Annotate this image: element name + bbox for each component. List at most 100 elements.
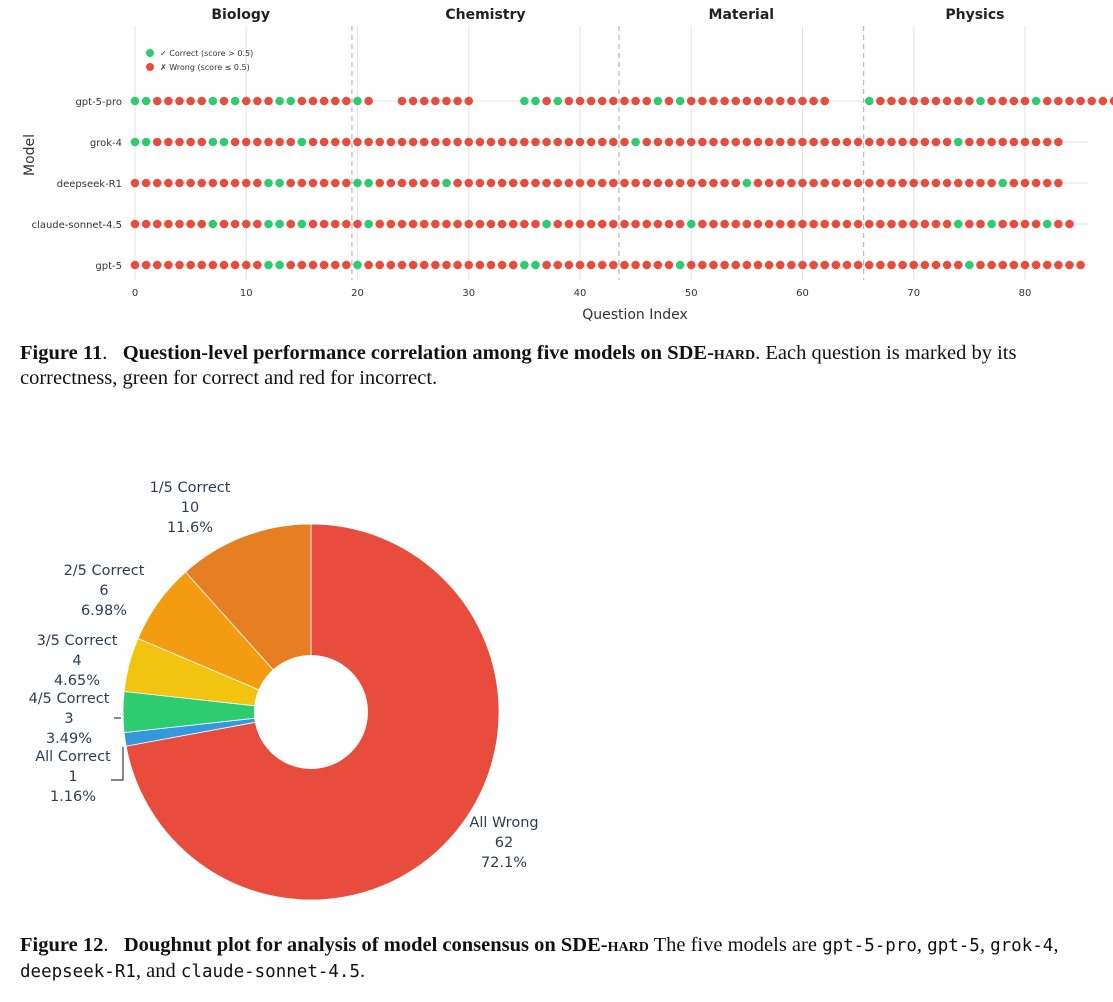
- question-dot: [286, 137, 296, 147]
- question-dot: [364, 260, 373, 270]
- question-dot: [542, 260, 551, 270]
- question-dot: [308, 96, 318, 106]
- question-dot: [742, 137, 752, 147]
- question-dot: [942, 137, 952, 147]
- question-dot: [775, 260, 785, 270]
- question-dot: [130, 178, 140, 188]
- question-dot: [186, 219, 195, 229]
- question-dot: [1031, 178, 1041, 188]
- question-dot: [775, 137, 785, 147]
- question-dot: [742, 96, 752, 106]
- question-dot: [597, 96, 607, 106]
- question-dot: [753, 137, 763, 147]
- question-dot: [998, 178, 1008, 188]
- question-dot: [264, 178, 273, 188]
- question-dot: [386, 178, 396, 188]
- question-dot: [397, 260, 407, 270]
- separator: , and: [135, 960, 176, 982]
- question-dot: [1009, 96, 1019, 106]
- question-dot: [731, 96, 741, 106]
- question-dot: [631, 260, 640, 270]
- question-dot: [831, 178, 841, 188]
- figure-11-title: Question-level performance correlation a…: [122, 342, 714, 364]
- question-dot: [620, 178, 629, 188]
- question-dot: [1042, 219, 1052, 229]
- question-dot: [1009, 260, 1019, 270]
- question-dot: [842, 219, 852, 229]
- question-dot: [197, 137, 207, 147]
- question-dot: [798, 178, 807, 188]
- x-tick-label: 0: [132, 288, 138, 299]
- question-dot: [597, 137, 607, 147]
- question-dot: [241, 178, 251, 188]
- question-dot: [709, 178, 718, 188]
- question-dot: [208, 96, 218, 106]
- question-dot: [809, 260, 818, 270]
- question-dot: [1109, 96, 1113, 106]
- question-dot: [531, 260, 540, 270]
- question-dot: [141, 219, 151, 229]
- question-dot: [330, 96, 340, 106]
- question-dot: [208, 178, 218, 188]
- question-dot: [876, 260, 885, 270]
- question-dot: [275, 178, 284, 188]
- question-dot: [141, 178, 151, 188]
- question-dot: [720, 96, 729, 106]
- question-dot: [464, 219, 474, 229]
- model-label: deepseek-R1: [57, 179, 122, 190]
- question-dot: [820, 219, 830, 229]
- question-dot: [809, 96, 818, 106]
- question-dot: [753, 260, 763, 270]
- question-dot: [686, 260, 696, 270]
- question-dot: [464, 260, 474, 270]
- question-dot: [953, 96, 963, 106]
- question-dot: [597, 178, 607, 188]
- question-dot: [686, 219, 696, 229]
- x-tick-label: 50: [685, 288, 698, 299]
- question-dot: [664, 96, 674, 106]
- question-dot: [953, 260, 963, 270]
- question-dot: [642, 178, 652, 188]
- question-dot: [809, 137, 818, 147]
- question-dot: [609, 96, 618, 106]
- question-dot: [375, 178, 385, 188]
- legend-correct-label: ✓ Correct (score > 0.5): [160, 49, 253, 58]
- question-dot: [1020, 219, 1030, 229]
- question-dot: [241, 219, 251, 229]
- question-dot: [130, 219, 140, 229]
- question-dot: [442, 178, 451, 188]
- question-dot: [275, 260, 284, 270]
- question-dot: [775, 219, 785, 229]
- question-dot: [553, 137, 563, 147]
- question-dot: [1020, 96, 1030, 106]
- question-dot: [308, 137, 318, 147]
- section-label: Material: [709, 7, 775, 23]
- question-dot: [286, 96, 296, 106]
- question-dot: [508, 178, 518, 188]
- question-dot: [575, 260, 585, 270]
- question-dot: [453, 219, 462, 229]
- question-dot: [253, 219, 262, 229]
- question-dot: [887, 137, 896, 147]
- slice-label: All Correct 1 1.16%: [35, 749, 111, 805]
- question-dot: [442, 219, 451, 229]
- question-dot: [353, 137, 362, 147]
- question-dot: [976, 219, 985, 229]
- question-dot: [464, 178, 474, 188]
- question-dot: [686, 137, 696, 147]
- separator: ,: [979, 934, 985, 956]
- question-dot: [275, 137, 284, 147]
- question-dot: [909, 178, 919, 188]
- question-dot: [375, 219, 385, 229]
- question-dot: [264, 96, 273, 106]
- question-dot: [497, 137, 507, 147]
- question-dot: [520, 137, 529, 147]
- question-dot: [931, 137, 941, 147]
- question-dot: [531, 178, 540, 188]
- question-dot: [408, 96, 418, 106]
- question-dot: [353, 96, 362, 106]
- question-dot: [497, 219, 507, 229]
- x-tick-label: 20: [351, 288, 364, 299]
- question-dot: [898, 260, 907, 270]
- question-dot: [876, 219, 885, 229]
